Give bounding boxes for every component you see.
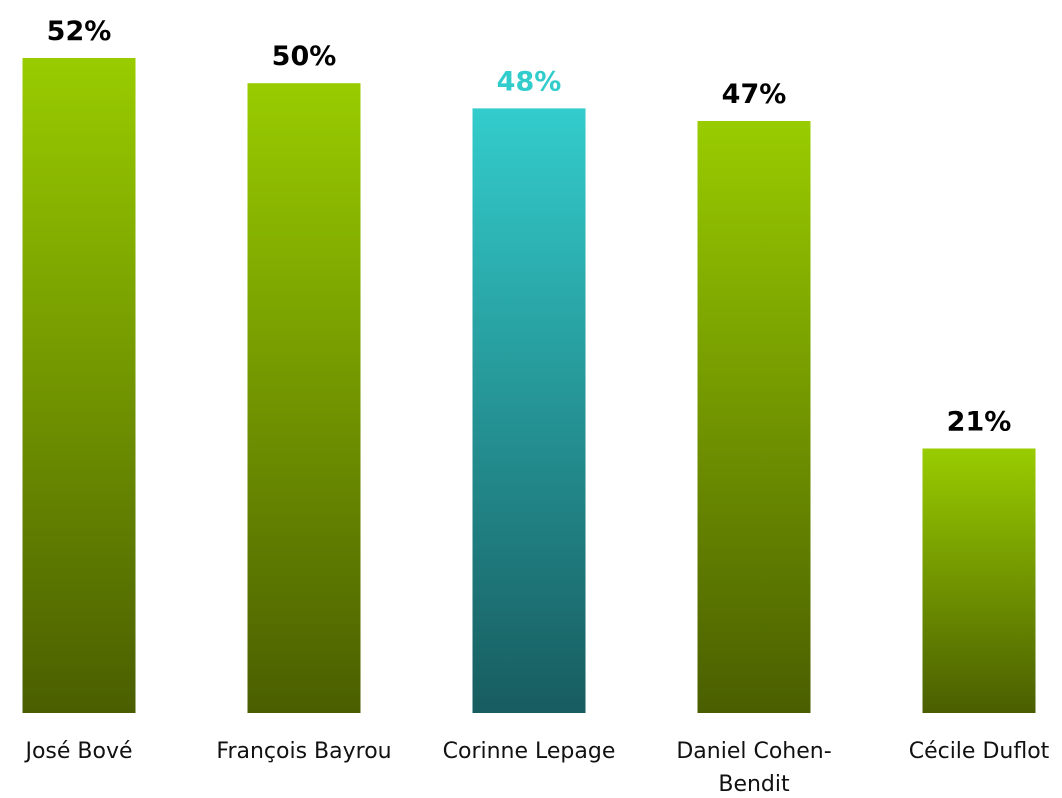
category-label-cecile-duflot: Cécile Duflot xyxy=(909,739,1050,764)
category-labels-group: José Bové François Bayrou Corinne Lepage Da… xyxy=(23,739,1049,797)
value-label-daniel-cohen-bendit: 47% xyxy=(722,79,787,110)
category-label-francois-bayrou: François Bayrou xyxy=(216,739,391,764)
category-label-jose-bove: José Bové xyxy=(23,739,132,764)
bar-cecile-duflot xyxy=(922,448,1036,713)
value-label-cecile-duflot: 21% xyxy=(947,407,1012,438)
bar-daniel-cohen-bendit xyxy=(697,121,811,713)
value-label-corinne-lepage: 48% xyxy=(497,66,562,97)
category-label-line: Corinne Lepage xyxy=(443,739,616,764)
category-label-corinne-lepage: Corinne Lepage xyxy=(443,739,616,764)
bar-francois-bayrou xyxy=(247,83,361,713)
value-labels-group: 52% 50% 48% 47% 21% xyxy=(47,16,1012,438)
bar-jose-bove xyxy=(22,58,136,713)
category-label-line: Bendit xyxy=(718,772,790,797)
bars-group xyxy=(22,58,1036,713)
value-label-francois-bayrou: 50% xyxy=(272,41,337,72)
category-label-line: Daniel Cohen- xyxy=(676,739,831,764)
category-label-daniel-cohen-bendit: Daniel Cohen- Bendit xyxy=(676,739,831,797)
value-label-jose-bove: 52% xyxy=(47,16,112,47)
category-label-line: Cécile Duflot xyxy=(909,739,1050,764)
category-label-line: José Bové xyxy=(23,739,132,764)
bar-corinne-lepage xyxy=(472,108,586,713)
category-label-line: François Bayrou xyxy=(216,739,391,764)
